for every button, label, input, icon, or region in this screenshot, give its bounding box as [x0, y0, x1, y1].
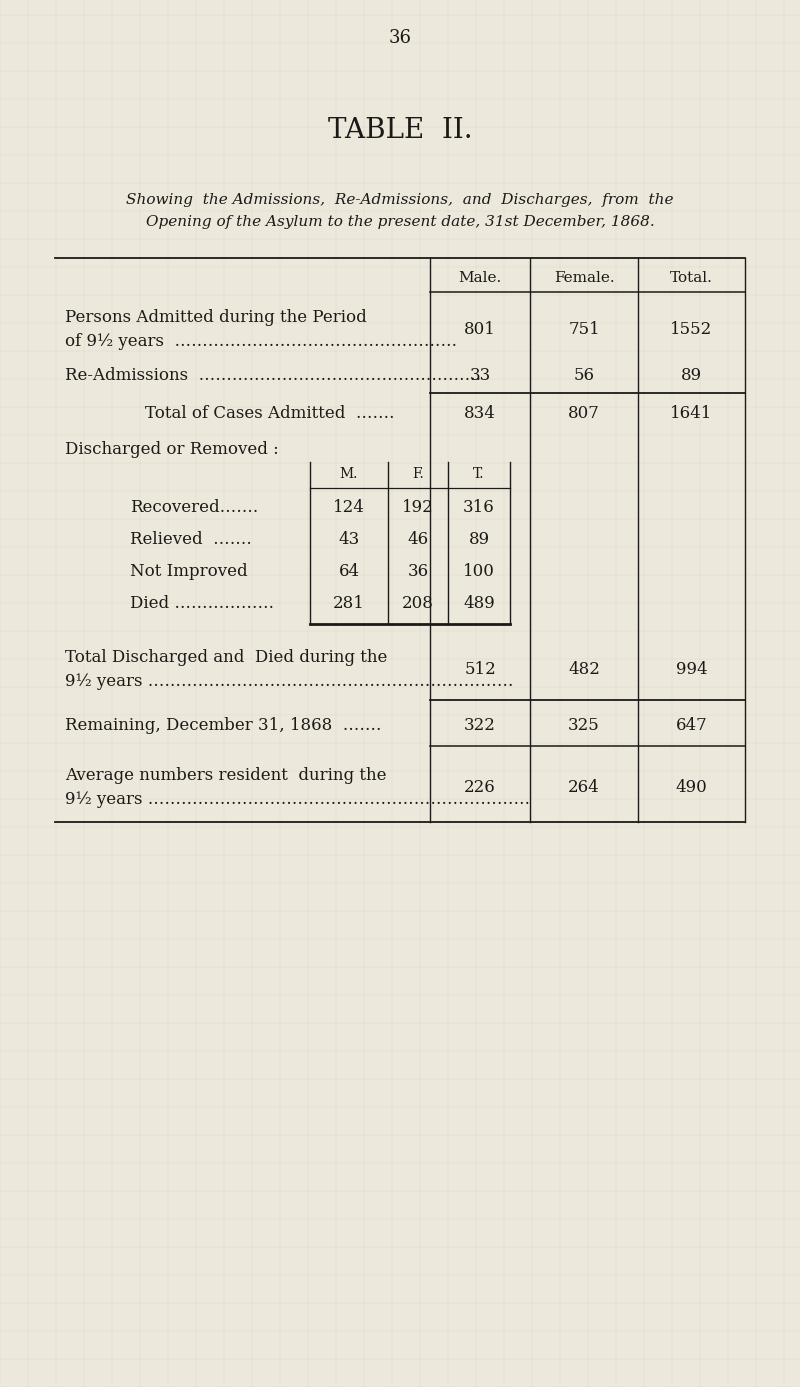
Text: 316: 316	[463, 499, 495, 516]
Text: Discharged or Removed :: Discharged or Removed :	[65, 441, 278, 459]
Text: Average numbers resident  during the: Average numbers resident during the	[65, 767, 386, 785]
Text: 490: 490	[676, 779, 707, 796]
Text: 46: 46	[407, 531, 429, 548]
Text: 1552: 1552	[670, 322, 713, 338]
Text: 9½ years …………………………………………………………: 9½ years …………………………………………………………	[65, 674, 514, 691]
Text: 9½ years ……………………………………………………………: 9½ years ……………………………………………………………	[65, 792, 530, 809]
Text: 751: 751	[568, 322, 600, 338]
Text: Recovered…….: Recovered…….	[130, 499, 258, 516]
Text: Total of Cases Admitted  …….: Total of Cases Admitted …….	[145, 405, 394, 423]
Text: Relieved  …….: Relieved …….	[130, 531, 252, 548]
Text: F.: F.	[412, 467, 424, 481]
Text: 264: 264	[568, 779, 600, 796]
Text: 36: 36	[407, 563, 429, 581]
Text: of 9½ years  ……………………………………………: of 9½ years ……………………………………………	[65, 333, 457, 351]
Text: 226: 226	[464, 779, 496, 796]
Text: Male.: Male.	[458, 270, 502, 284]
Text: 807: 807	[568, 405, 600, 423]
Text: 36: 36	[389, 29, 411, 47]
Text: 322: 322	[464, 717, 496, 735]
Text: 834: 834	[464, 405, 496, 423]
Text: Female.: Female.	[554, 270, 614, 284]
Text: 801: 801	[464, 322, 496, 338]
Text: 489: 489	[463, 595, 495, 613]
Text: 100: 100	[463, 563, 495, 581]
Text: M.: M.	[340, 467, 358, 481]
Text: 482: 482	[568, 662, 600, 678]
Text: 89: 89	[681, 368, 702, 384]
Text: 994: 994	[676, 662, 707, 678]
Text: 1641: 1641	[670, 405, 713, 423]
Text: 647: 647	[676, 717, 707, 735]
Text: Total.: Total.	[670, 270, 713, 284]
Text: Showing  the Admissions,  Re-Admissions,  and  Discharges,  from  the: Showing the Admissions, Re-Admissions, a…	[126, 193, 674, 207]
Text: 325: 325	[568, 717, 600, 735]
Text: 124: 124	[333, 499, 365, 516]
Text: Died ………………: Died ………………	[130, 595, 274, 613]
Text: 33: 33	[470, 368, 490, 384]
Text: 208: 208	[402, 595, 434, 613]
Text: Remaining, December 31, 1868  …….: Remaining, December 31, 1868 …….	[65, 717, 382, 735]
Text: TABLE  II.: TABLE II.	[328, 117, 472, 143]
Text: 89: 89	[469, 531, 490, 548]
Text: 512: 512	[464, 662, 496, 678]
Text: 56: 56	[574, 368, 594, 384]
Text: Not Improved: Not Improved	[130, 563, 248, 581]
Text: Total Discharged and  Died during the: Total Discharged and Died during the	[65, 649, 387, 667]
Text: T.: T.	[474, 467, 485, 481]
Text: 281: 281	[333, 595, 365, 613]
Text: 43: 43	[338, 531, 360, 548]
Text: Persons Admitted during the Period: Persons Admitted during the Period	[65, 309, 366, 326]
Text: 64: 64	[338, 563, 359, 581]
Text: Opening of the Asylum to the present date, 31st December, 1868.: Opening of the Asylum to the present dat…	[146, 215, 654, 229]
Text: Re-Admissions  ……………………………………………: Re-Admissions ……………………………………………	[65, 368, 482, 384]
Text: 192: 192	[402, 499, 434, 516]
